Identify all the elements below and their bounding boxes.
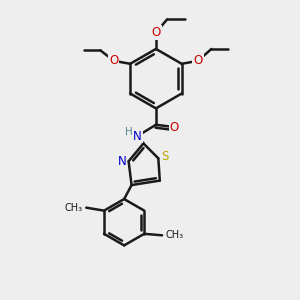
Text: O: O bbox=[194, 54, 203, 67]
Text: H: H bbox=[125, 128, 133, 137]
Text: N: N bbox=[118, 155, 126, 168]
Text: S: S bbox=[161, 150, 169, 163]
Text: O: O bbox=[109, 54, 119, 67]
Text: O: O bbox=[170, 121, 179, 134]
Text: CH₃: CH₃ bbox=[64, 203, 83, 213]
Text: N: N bbox=[133, 130, 142, 142]
Text: O: O bbox=[151, 26, 160, 39]
Text: CH₃: CH₃ bbox=[166, 230, 184, 240]
